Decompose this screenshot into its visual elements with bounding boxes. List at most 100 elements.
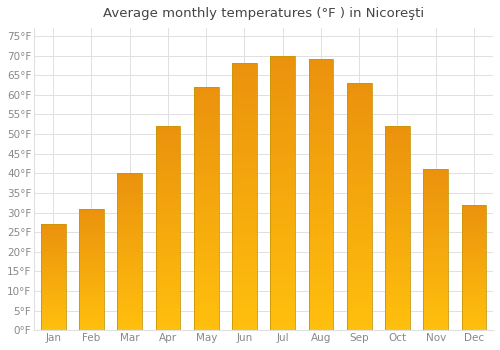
Bar [385,273,410,275]
Bar [424,280,448,282]
Bar [79,240,104,241]
Bar [385,145,410,147]
Bar [385,255,410,257]
Bar [424,248,448,250]
Bar [232,266,257,269]
Bar [41,235,66,236]
Bar [347,256,372,259]
Bar [385,228,410,230]
Bar [385,251,410,253]
Bar [232,309,257,312]
Bar [232,189,257,191]
Bar [462,289,486,290]
Bar [118,324,142,326]
Bar [232,256,257,258]
Bar [462,293,486,294]
Bar [194,160,218,162]
Bar [347,206,372,209]
Bar [118,244,142,245]
Bar [385,277,410,279]
Bar [462,286,486,288]
Bar [308,281,334,284]
Bar [118,297,142,299]
Bar [270,297,295,300]
Bar [462,320,486,322]
Bar [41,232,66,233]
Bar [270,86,295,89]
Bar [194,128,218,131]
Bar [270,102,295,105]
Bar [232,88,257,90]
Bar [232,322,257,325]
Bar [118,296,142,297]
Bar [308,265,334,268]
Bar [270,245,295,248]
Bar [79,316,104,317]
Bar [347,98,372,100]
Bar [308,241,334,244]
Bar [156,149,180,150]
Bar [424,237,448,239]
Bar [308,314,334,317]
Bar [270,154,295,157]
Bar [308,108,334,111]
Bar [308,60,334,62]
Bar [41,224,66,225]
Bar [194,126,218,128]
Bar [347,180,372,182]
Bar [308,138,334,141]
Bar [347,219,372,222]
Bar [118,289,142,291]
Bar [270,300,295,303]
Bar [347,189,372,192]
Bar [270,89,295,91]
Bar [385,130,410,132]
Bar [118,248,142,250]
Bar [156,285,180,287]
Bar [194,170,218,172]
Bar [41,269,66,270]
Bar [462,281,486,282]
Bar [156,132,180,134]
Bar [462,314,486,315]
Bar [308,249,334,252]
Bar [385,183,410,186]
Bar [424,223,448,224]
Bar [232,79,257,82]
Bar [385,142,410,145]
Bar [194,245,218,247]
Bar [41,314,66,315]
Bar [194,226,218,228]
Bar [308,260,334,262]
Bar [232,288,257,290]
Bar [79,322,104,323]
Bar [41,286,66,287]
Bar [79,210,104,211]
Bar [156,308,180,310]
Bar [308,60,334,330]
Bar [385,186,410,187]
Bar [308,246,334,249]
Bar [462,313,486,314]
Bar [156,328,180,330]
Bar [462,329,486,330]
Bar [156,273,180,275]
Bar [347,155,372,157]
Bar [41,268,66,269]
Bar [232,269,257,272]
Bar [41,308,66,309]
Bar [156,216,180,218]
Bar [462,318,486,319]
Bar [385,230,410,232]
Bar [347,108,372,110]
Bar [79,277,104,278]
Bar [232,208,257,210]
Bar [347,157,372,160]
Bar [156,128,180,130]
Bar [462,267,486,269]
Bar [270,64,295,66]
Bar [232,247,257,250]
Bar [79,271,104,272]
Bar [232,77,257,79]
Bar [118,261,142,263]
